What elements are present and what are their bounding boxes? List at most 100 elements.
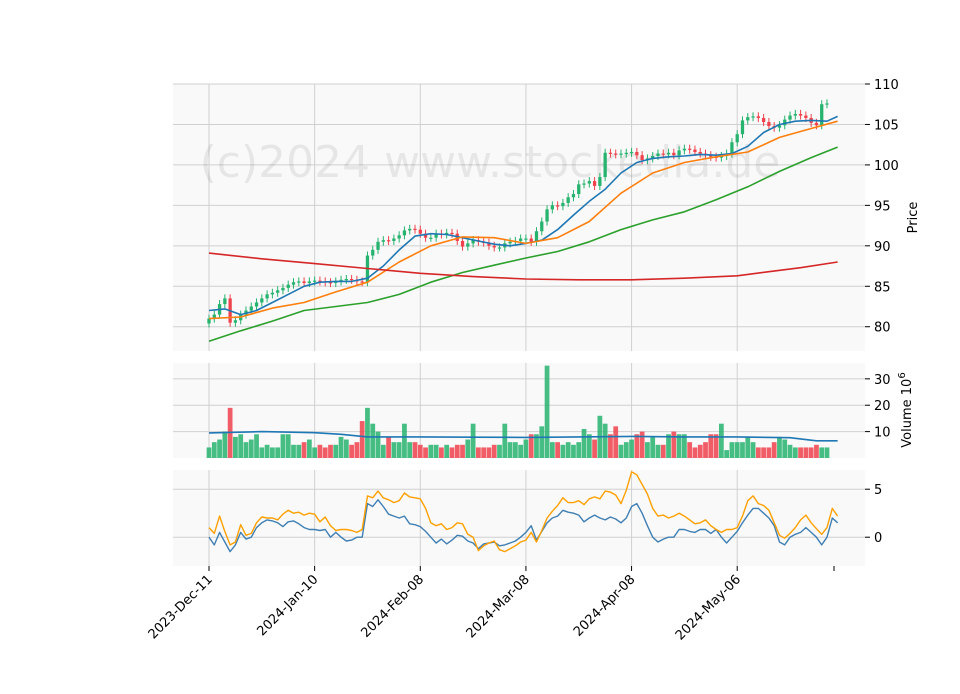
candle-body (223, 298, 227, 305)
candle-body (397, 235, 401, 239)
volume-bar (798, 447, 803, 458)
candle-body (603, 152, 607, 178)
volume-bar (602, 423, 608, 458)
price-y-tick-label: 105 (874, 118, 899, 133)
candle-body (413, 228, 417, 231)
candle-body (666, 152, 671, 155)
volume-bar (412, 442, 418, 458)
candle-body (492, 245, 496, 248)
volume-bar (692, 447, 698, 458)
candle-body (561, 202, 565, 207)
volume-bar (502, 423, 508, 458)
volume-bar (449, 447, 455, 458)
candle-body (640, 155, 644, 161)
candle-body (651, 156, 655, 159)
candle-body (761, 117, 766, 123)
volume-bar (460, 444, 465, 458)
candle-body (783, 119, 787, 126)
candle-body (582, 183, 586, 185)
volume-bar (755, 447, 761, 458)
x-tick-label: 2024-May-06 (673, 572, 744, 643)
price-axis-label: Price (906, 202, 921, 234)
price-y-tick-label: 100 (874, 159, 899, 174)
volume-y-tick-label: 10 (874, 426, 891, 441)
volume-bar (465, 439, 471, 458)
volume-bar (512, 442, 518, 458)
volume-y-tick-label: 20 (874, 399, 891, 414)
candle-body (529, 238, 533, 242)
candle-body (661, 153, 665, 155)
candle-body (328, 282, 333, 284)
candle-body (825, 103, 829, 105)
volume-bar (280, 434, 286, 458)
candle-body (608, 152, 613, 154)
volume-bar (423, 447, 428, 458)
candle-body (460, 240, 465, 247)
candle-body (212, 314, 216, 319)
candle-body (402, 230, 407, 236)
volume-bar (766, 447, 772, 458)
volume-bar (750, 442, 756, 458)
candle-body (814, 122, 819, 126)
volume-bar (586, 434, 592, 458)
candle-body (360, 281, 364, 283)
volume-panel (206, 365, 838, 458)
candle-body (254, 302, 259, 307)
volume-bar (296, 444, 302, 458)
volume-bar (771, 442, 777, 458)
volume-bar (217, 439, 222, 458)
candle-body (392, 238, 396, 241)
volume-bar (301, 442, 307, 458)
price-y-tick-label: 85 (874, 280, 891, 295)
volume-bar (433, 444, 439, 458)
candle-body (286, 284, 290, 288)
candle-body (624, 152, 628, 154)
osc-1-line (208, 499, 839, 553)
volume-bar (428, 444, 434, 458)
x-tick-label: 2023-Dec-11 (146, 572, 216, 642)
candle-body (555, 205, 560, 207)
volume-bar (740, 442, 745, 458)
volume-bar (233, 436, 238, 458)
volume-bar (275, 447, 281, 458)
volume-bar (549, 442, 555, 458)
candle-body (730, 142, 734, 154)
volume-bar (375, 431, 381, 458)
volume-bar (544, 365, 550, 458)
candle-body (281, 287, 285, 291)
candle-body (598, 177, 602, 186)
candle-body (688, 148, 692, 150)
candle-body (318, 280, 322, 282)
volume-bar (824, 447, 830, 458)
price-y-tick-label: 80 (874, 321, 891, 336)
candle-body (445, 232, 449, 235)
volume-bar (270, 447, 275, 458)
candle-body (524, 238, 528, 240)
volume-bar (454, 444, 460, 458)
volume-bar (623, 442, 629, 458)
volume-bar (354, 442, 360, 458)
candle-body (677, 150, 681, 156)
volume-bar (713, 434, 719, 458)
price-y-tick-label: 95 (874, 199, 891, 214)
candle-body (767, 122, 771, 127)
candle-body (307, 281, 311, 284)
volume-bar (655, 444, 661, 458)
volume-bar (402, 423, 407, 458)
candle-body (788, 115, 792, 120)
volume-bar (718, 423, 724, 458)
volume-bar (206, 447, 212, 458)
volume-bar (254, 434, 259, 458)
candle-body (756, 116, 760, 118)
volume-bar (734, 442, 740, 458)
volume-bar (819, 447, 825, 458)
oscillator-y-tick-label: 5 (874, 483, 882, 498)
oscillator-y-tick-label: 0 (874, 531, 882, 546)
volume-bar (803, 447, 809, 458)
candle-body (693, 149, 697, 152)
volume-bar (581, 428, 587, 458)
candle-body (519, 238, 523, 241)
volume-bar (248, 439, 254, 458)
volume-bar (349, 444, 354, 458)
